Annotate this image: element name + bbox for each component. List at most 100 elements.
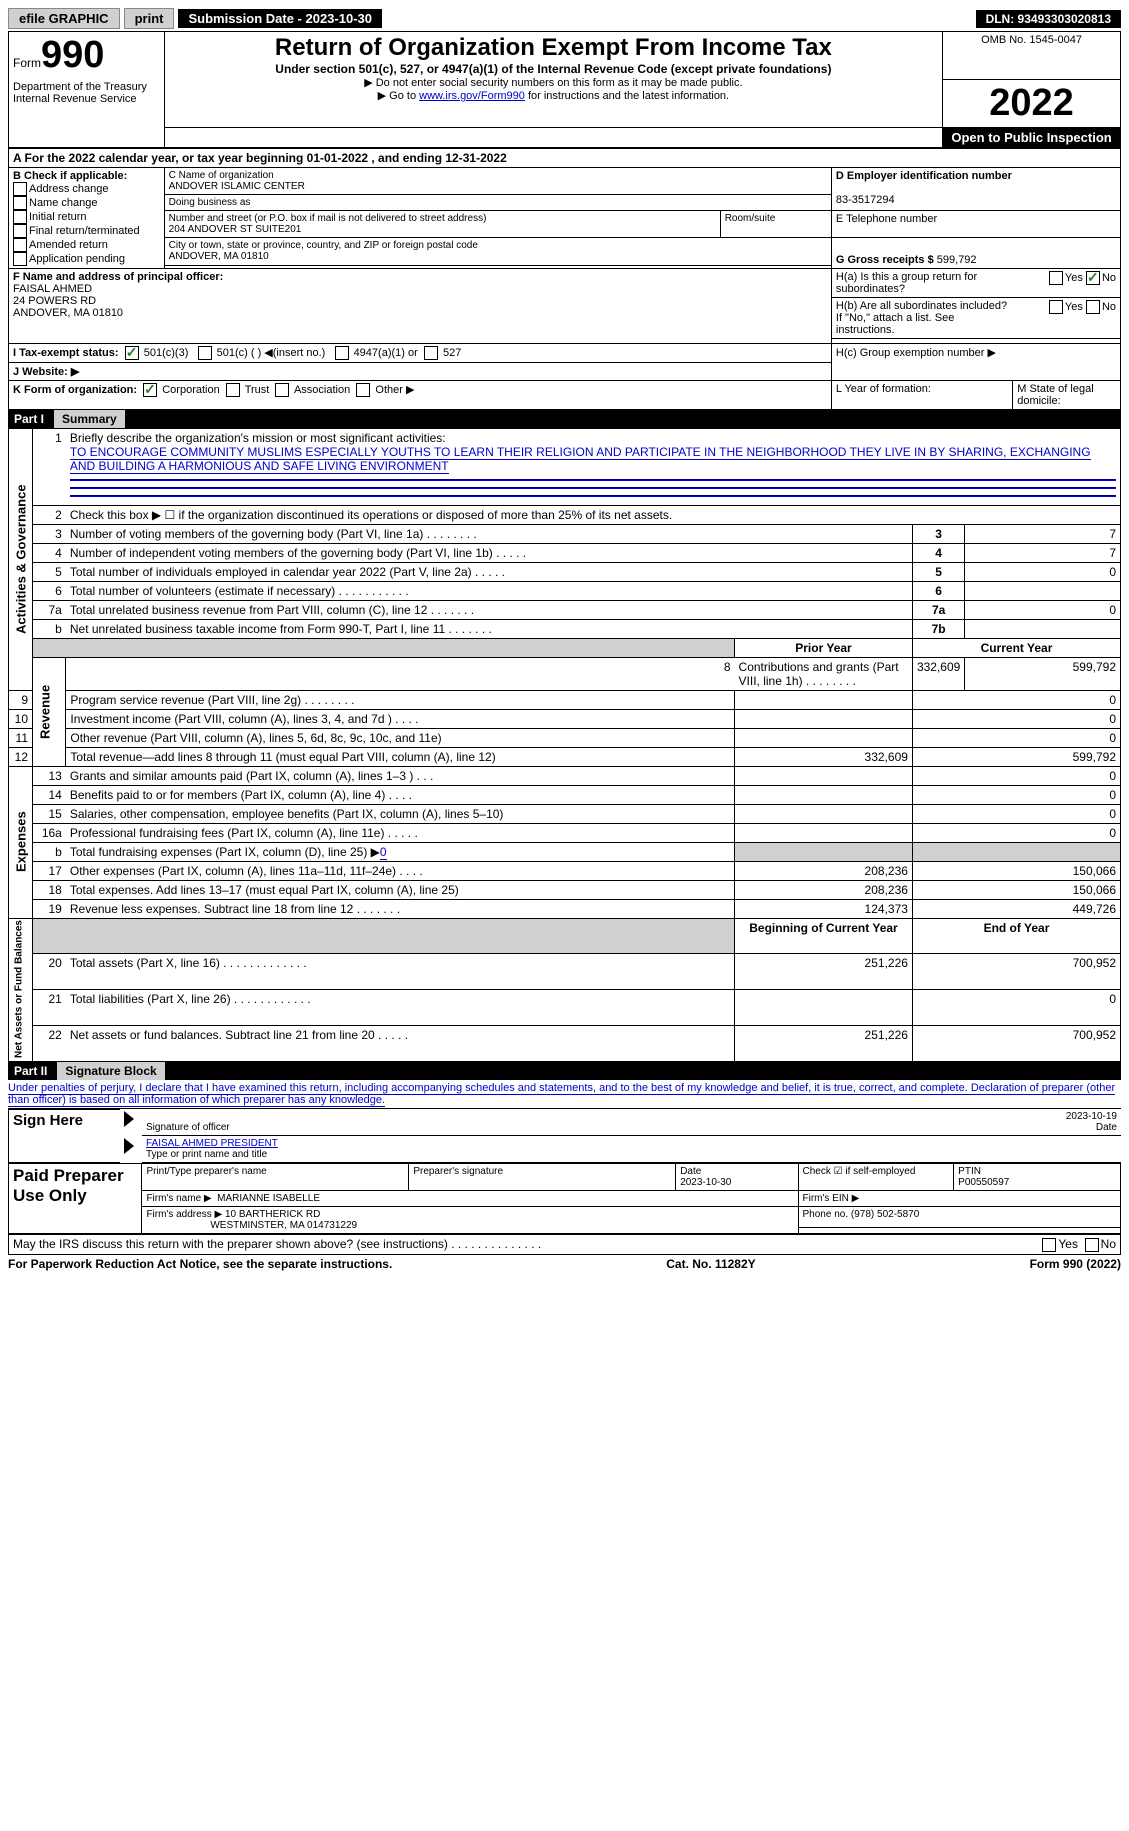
l4: Number of independent voting members of … xyxy=(66,543,913,562)
street: 204 ANDOVER ST SUITE201 xyxy=(169,224,302,235)
form-label: Form xyxy=(13,56,41,70)
city: ANDOVER, MA 01810 xyxy=(169,251,269,262)
cb-501c[interactable] xyxy=(198,346,212,360)
cb-trust[interactable] xyxy=(226,383,240,397)
calendar-year: A For the 2022 calendar year, or tax yea… xyxy=(9,148,1121,167)
cb-527[interactable] xyxy=(424,346,438,360)
l16b: Total fundraising expenses (Part IX, col… xyxy=(70,845,380,859)
pra-notice: For Paperwork Reduction Act Notice, see … xyxy=(8,1257,392,1271)
j-website: J Website: ▶ xyxy=(13,366,79,378)
v7a: 0 xyxy=(965,600,1121,619)
l11: Other revenue (Part VIII, column (A), li… xyxy=(66,728,735,747)
l19: Revenue less expenses. Subtract line 18 … xyxy=(66,899,735,918)
note-link: ▶ Go to www.irs.gov/Form990 for instruct… xyxy=(169,89,938,102)
firm-addr1: 10 BARTHERICK RD xyxy=(225,1209,320,1220)
l13: Grants and similar amounts paid (Part IX… xyxy=(66,766,735,785)
l6: Total number of volunteers (estimate if … xyxy=(66,581,913,600)
l12: Total revenue—add lines 8 through 11 (mu… xyxy=(66,747,735,766)
tax-year: 2022 xyxy=(943,79,1121,127)
prep-name-label: Print/Type preparer's name xyxy=(142,1164,409,1191)
cb-501c3[interactable] xyxy=(125,346,139,360)
cb-pending[interactable] xyxy=(13,252,27,266)
top-bar: efile GRAPHIC print Submission Date - 20… xyxy=(8,8,1121,29)
efile-btn[interactable]: efile GRAPHIC xyxy=(8,8,120,29)
preparer-table: Paid Preparer Use Only Print/Type prepar… xyxy=(8,1163,1121,1234)
cb-address[interactable] xyxy=(13,182,27,196)
footer: For Paperwork Reduction Act Notice, see … xyxy=(8,1255,1121,1271)
open-inspection: Open to Public Inspection xyxy=(943,127,1121,147)
l20: Total assets (Part X, line 16) . . . . .… xyxy=(66,954,735,990)
part1-header: Part ISummary xyxy=(8,410,1121,428)
firm-name: MARIANNE ISABELLE xyxy=(217,1193,320,1204)
ein: 83-3517294 xyxy=(836,194,895,206)
hb-no[interactable] xyxy=(1086,300,1100,314)
may-yes[interactable] xyxy=(1042,1238,1056,1252)
omb: OMB No. 1545-0047 xyxy=(943,32,1121,80)
l3: Number of voting members of the governin… xyxy=(66,524,913,543)
form-footer: Form 990 (2022) xyxy=(1030,1257,1121,1271)
note-ssn: ▶ Do not enter social security numbers o… xyxy=(169,76,938,89)
paid-preparer: Paid Preparer Use Only xyxy=(9,1164,142,1234)
form-number: 990 xyxy=(41,34,104,76)
penalty-text: Under penalties of perjury, I declare th… xyxy=(8,1080,1121,1109)
cb-4947[interactable] xyxy=(335,346,349,360)
g-label: G Gross receipts $ xyxy=(836,254,934,266)
hb-yes[interactable] xyxy=(1049,300,1063,314)
hc-label: H(c) Group exemption number ▶ xyxy=(831,343,1120,380)
l-year: L Year of formation: xyxy=(831,380,1012,409)
form-title: Return of Organization Exempt From Incom… xyxy=(169,34,938,62)
part2-header: Part IISignature Block xyxy=(8,1062,1121,1080)
side-exp: Expenses xyxy=(9,766,33,918)
part1-table: Activities & Governance 1 Briefly descri… xyxy=(8,428,1121,1062)
gross-receipts: 599,792 xyxy=(937,254,977,266)
firm-addr2: WESTMINSTER, MA 014731229 xyxy=(210,1220,357,1231)
city-label: City or town, state or province, country… xyxy=(169,240,478,251)
cb-initial[interactable] xyxy=(13,210,27,224)
officer-addr1: 24 POWERS RD xyxy=(13,295,96,307)
l21: Total liabilities (Part X, line 26) . . … xyxy=(66,990,735,1026)
cb-final[interactable] xyxy=(13,224,27,238)
print-btn[interactable]: print xyxy=(124,8,175,29)
ha-no[interactable] xyxy=(1086,271,1100,285)
e-phone-label: E Telephone number xyxy=(831,210,1120,237)
c-label: C Name of organization xyxy=(169,170,274,181)
irs-link[interactable]: www.irs.gov/Form990 xyxy=(419,90,525,102)
mission-text: TO ENCOURAGE COMMUNITY MUSLIMS ESPECIALL… xyxy=(70,445,1091,474)
h-note: If "No," attach a list. See instructions… xyxy=(836,312,954,336)
l18: Total expenses. Add lines 13–17 (must eq… xyxy=(66,880,735,899)
cb-corp[interactable] xyxy=(143,383,157,397)
officer-typed-name: FAISAL AHMED PRESIDENT xyxy=(146,1138,278,1149)
l2: Check this box ▶ ☐ if the organization d… xyxy=(66,505,1121,524)
firm-phone: (978) 502-5870 xyxy=(851,1209,919,1220)
sig-arrow-icon xyxy=(124,1111,134,1127)
hb-label: H(b) Are all subordinates included? xyxy=(836,300,1007,312)
v3: 7 xyxy=(965,524,1121,543)
v4: 7 xyxy=(965,543,1121,562)
may-irs: May the IRS discuss this return with the… xyxy=(9,1235,965,1255)
sig-arrow-icon-2 xyxy=(124,1138,134,1154)
cat-no: Cat. No. 11282Y xyxy=(666,1257,755,1271)
cb-amended[interactable] xyxy=(13,238,27,252)
sig-date: 2023-10-19 xyxy=(146,1111,1117,1122)
ha-label: H(a) Is this a group return for subordin… xyxy=(831,268,1012,297)
submission-date: Submission Date - 2023-10-30 xyxy=(178,9,382,28)
l1: Briefly describe the organization's miss… xyxy=(70,431,446,445)
prep-sig-label: Preparer's signature xyxy=(409,1164,676,1191)
l7b: Net unrelated business taxable income fr… xyxy=(66,619,913,638)
firm-ein: Firm's EIN ▶ xyxy=(798,1191,1121,1207)
form-subtitle: Under section 501(c), 527, or 4947(a)(1)… xyxy=(169,62,938,76)
street-label: Number and street (or P.O. box if mail i… xyxy=(169,213,487,224)
dln: DLN: 93493303020813 xyxy=(976,10,1121,28)
ha-yes[interactable] xyxy=(1049,271,1063,285)
k-label: K Form of organization: xyxy=(13,384,137,396)
v5: 0 xyxy=(965,562,1121,581)
self-employed: Check ☑ if self-employed xyxy=(798,1164,954,1191)
m-state: M State of legal domicile: xyxy=(1013,380,1121,409)
cb-assoc[interactable] xyxy=(275,383,289,397)
cb-name[interactable] xyxy=(13,196,27,210)
l14: Benefits paid to or for members (Part IX… xyxy=(66,785,735,804)
may-no[interactable] xyxy=(1085,1238,1099,1252)
i-label: I Tax-exempt status: xyxy=(13,347,119,359)
l10: Investment income (Part VIII, column (A)… xyxy=(66,709,735,728)
cb-other[interactable] xyxy=(356,383,370,397)
